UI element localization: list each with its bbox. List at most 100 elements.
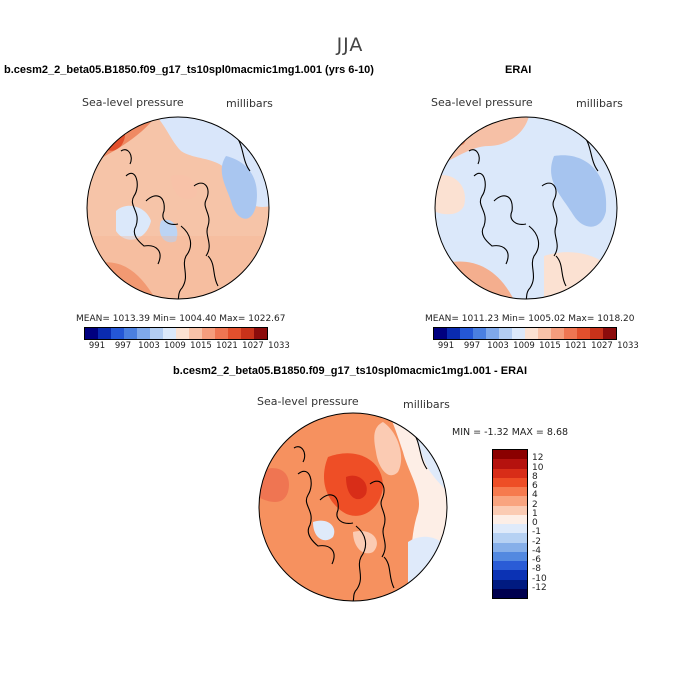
colorbar-swatch bbox=[215, 328, 228, 339]
panel-1-field-low-w bbox=[116, 205, 151, 240]
colorbar-tick-label: -2 bbox=[532, 536, 541, 547]
colorbar-swatch bbox=[189, 328, 202, 339]
panel-1-field-mid bbox=[171, 174, 197, 200]
colorbar-swatch bbox=[493, 570, 527, 580]
panel-2-field-mid-w bbox=[435, 175, 465, 215]
colorbar-swatch bbox=[124, 328, 137, 339]
panel-3-colorbar bbox=[492, 449, 528, 599]
colorbar-swatch bbox=[241, 328, 254, 339]
colorbar-swatch bbox=[493, 542, 527, 552]
colorbar-tick-label: 1015 bbox=[190, 341, 212, 351]
colorbar-swatch bbox=[493, 561, 527, 571]
colorbar-tick-label: 8 bbox=[532, 471, 538, 482]
colorbar-tick-label: 0 bbox=[532, 518, 538, 528]
colorbar-swatch bbox=[493, 505, 527, 515]
colorbar-swatch bbox=[137, 328, 150, 339]
panel-3-field-max bbox=[346, 475, 367, 500]
panel-3-title: b.cesm2_2_beta05.B1850.f09_g17_ts10spl0m… bbox=[172, 365, 528, 377]
colorbar-swatch bbox=[493, 459, 527, 469]
panel-2-units: millibars bbox=[576, 97, 623, 110]
colorbar-tick-label: 1009 bbox=[164, 341, 186, 351]
colorbar-swatch bbox=[163, 328, 176, 339]
panel-1-title: b.cesm2_2_beta05.B1850.f09_g17_ts10spl0m… bbox=[4, 64, 374, 76]
colorbar-swatch bbox=[176, 328, 189, 339]
colorbar-swatch bbox=[551, 328, 564, 339]
panel-2-coastlines bbox=[468, 135, 599, 299]
colorbar-swatch bbox=[590, 328, 603, 339]
colorbar-swatch bbox=[447, 328, 460, 339]
colorbar-tick-label: 1015 bbox=[539, 341, 561, 351]
panel-1-stats: MEAN= 1013.39 Min= 1004.40 Max= 1022.67 bbox=[76, 314, 286, 324]
colorbar-tick-label: 1003 bbox=[487, 341, 509, 351]
panel-3-field-pos-w bbox=[259, 468, 289, 502]
panel-2-colorbar-labels: 991 997 1003 1009 1015 1021 1027 1033 bbox=[433, 341, 639, 353]
panel-1-field-low bbox=[221, 156, 257, 219]
panel-2-title: ERAI bbox=[505, 64, 532, 76]
colorbar-swatch bbox=[493, 579, 527, 589]
colorbar-swatch bbox=[111, 328, 124, 339]
panel-3-variable: Sea-level pressure bbox=[257, 395, 359, 408]
panel-2-colorbar bbox=[433, 327, 617, 340]
panel-1-variable: Sea-level pressure bbox=[82, 96, 184, 109]
colorbar-swatch bbox=[473, 328, 486, 339]
panel-2-map-boundary bbox=[434, 116, 618, 300]
colorbar-swatch bbox=[493, 496, 527, 506]
panel-1-units: millibars bbox=[226, 97, 273, 110]
colorbar-swatch bbox=[493, 514, 527, 524]
colorbar-swatch bbox=[538, 328, 551, 339]
colorbar-swatch bbox=[493, 477, 527, 487]
colorbar-swatch bbox=[493, 450, 527, 460]
panel-3-map bbox=[258, 412, 448, 602]
colorbar-swatch bbox=[564, 328, 577, 339]
colorbar-swatch bbox=[434, 328, 447, 339]
colorbar-swatch bbox=[525, 328, 538, 339]
colorbar-swatch bbox=[493, 588, 527, 598]
colorbar-tick-label: -1 bbox=[532, 527, 541, 538]
colorbar-tick-label: 12 bbox=[532, 453, 544, 464]
colorbar-swatch bbox=[228, 328, 241, 339]
panel-2-variable: Sea-level pressure bbox=[431, 96, 533, 109]
colorbar-tick-label: 4 bbox=[532, 490, 538, 501]
colorbar-tick-label: 1021 bbox=[216, 341, 238, 351]
colorbar-tick-label: 2 bbox=[532, 499, 538, 510]
panel-1-map bbox=[86, 116, 270, 300]
panel-3-field-neg-se bbox=[408, 536, 447, 601]
colorbar-tick-label: 1021 bbox=[565, 341, 587, 351]
colorbar-tick-label: 1009 bbox=[513, 341, 535, 351]
season-title: JJA bbox=[336, 34, 364, 56]
panel-3-map-boundary bbox=[258, 412, 448, 602]
panel-2-field-mid-s bbox=[544, 252, 617, 299]
colorbar-tick-label: 10 bbox=[532, 462, 544, 473]
colorbar-tick-label: 1003 bbox=[138, 341, 160, 351]
colorbar-tick-label: 1027 bbox=[242, 341, 264, 351]
panel-1-field-low-c bbox=[159, 219, 178, 243]
panel-2-stats: MEAN= 1011.23 Min= 1005.02 Max= 1018.20 bbox=[425, 314, 635, 324]
panel-1-colorbar-labels: 991 997 1003 1009 1015 1021 1027 1033 bbox=[84, 341, 290, 353]
panel-3-stats: MIN = -1.32 MAX = 8.68 bbox=[452, 427, 569, 438]
panel-2-map bbox=[434, 116, 618, 300]
colorbar-swatch bbox=[150, 328, 163, 339]
colorbar-tick-label: -4 bbox=[532, 545, 541, 556]
panel-3-field-low-pos bbox=[374, 422, 402, 476]
colorbar-swatch bbox=[493, 533, 527, 543]
colorbar-tick-label: 1033 bbox=[268, 341, 290, 351]
colorbar-tick-label: 991 bbox=[437, 341, 455, 351]
panel-1-field-south bbox=[87, 236, 269, 299]
colorbar-swatch bbox=[493, 551, 527, 561]
panel-1-colorbar bbox=[84, 327, 268, 340]
colorbar-tick-label: -10 bbox=[532, 573, 547, 584]
colorbar-swatch bbox=[499, 328, 512, 339]
colorbar-swatch bbox=[603, 328, 616, 339]
panel-3-colorbar-labels: 12 10 8 6 4 2 1 0 -1 -2 -4 -6 -8 -10 -12 bbox=[532, 449, 562, 597]
colorbar-tick-label: -6 bbox=[532, 555, 541, 565]
colorbar-tick-label: 997 bbox=[463, 341, 481, 351]
colorbar-swatch bbox=[460, 328, 473, 339]
colorbar-swatch bbox=[202, 328, 215, 339]
colorbar-swatch bbox=[493, 468, 527, 478]
colorbar-swatch bbox=[486, 328, 499, 339]
colorbar-swatch bbox=[577, 328, 590, 339]
colorbar-swatch bbox=[493, 487, 527, 497]
colorbar-tick-label: 991 bbox=[88, 341, 106, 351]
colorbar-swatch bbox=[493, 524, 527, 534]
colorbar-swatch bbox=[254, 328, 267, 339]
